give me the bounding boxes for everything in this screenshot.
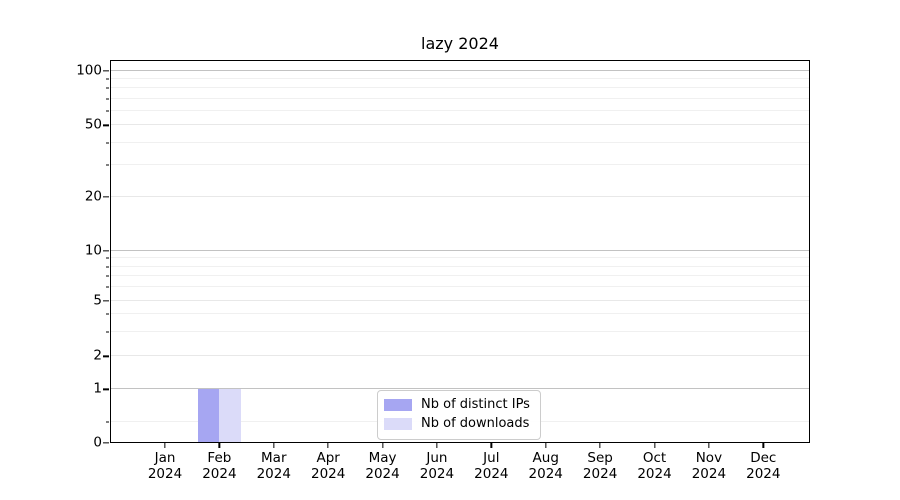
x-tick xyxy=(545,443,547,448)
x-tick-label: Oct 2024 xyxy=(637,450,672,482)
x-tick xyxy=(164,443,166,448)
y-tick xyxy=(103,299,109,302)
y-minor-tick xyxy=(106,110,109,112)
y-tick-label: 10 xyxy=(84,241,102,258)
x-tick xyxy=(218,443,221,448)
legend-label-downloads: Nb of downloads xyxy=(421,416,530,432)
y-tick xyxy=(103,355,109,358)
x-tick xyxy=(490,443,492,448)
y-tick xyxy=(103,442,109,444)
y-minor-tick xyxy=(106,164,109,166)
y-gridline xyxy=(110,69,810,71)
x-tick xyxy=(381,443,384,448)
legend-label-distinct-ips: Nb of distinct IPs xyxy=(421,397,530,412)
y-tick-label: 100 xyxy=(76,61,102,78)
y-minor-tick xyxy=(106,421,109,423)
y-gridline xyxy=(110,195,810,197)
legend-item-downloads: Nb of downloads xyxy=(384,416,530,432)
y-minor-tick xyxy=(106,313,109,315)
y-minor-tick xyxy=(106,331,109,333)
y-tick-label: 2 xyxy=(93,347,102,364)
y-gridline-minor xyxy=(110,257,810,259)
x-tick xyxy=(436,443,438,448)
y-tick xyxy=(103,124,109,126)
y-gridline-minor xyxy=(110,313,810,315)
y-gridline xyxy=(110,355,810,357)
y-minor-tick xyxy=(106,87,109,89)
x-tick-label: Sep 2024 xyxy=(582,450,618,482)
x-tick-label: Feb 2024 xyxy=(202,450,237,482)
x-tick-label: Nov 2024 xyxy=(691,450,727,482)
plot-area xyxy=(110,60,810,443)
y-tick-label: 20 xyxy=(84,187,102,204)
y-minor-tick xyxy=(106,98,109,100)
y-gridline-minor xyxy=(110,265,810,267)
y-minor-tick xyxy=(106,142,109,144)
y-minor-tick xyxy=(106,257,109,259)
y-gridline-minor xyxy=(110,141,810,143)
y-tick xyxy=(103,388,109,391)
y-tick xyxy=(103,195,109,198)
legend-swatch-downloads xyxy=(384,418,412,431)
y-gridline-minor xyxy=(110,87,810,89)
bar-distinct-ips xyxy=(198,389,220,443)
y-gridline-minor xyxy=(110,164,810,166)
x-tick-label: Dec 2024 xyxy=(746,450,781,482)
legend-item-distinct-ips: Nb of distinct IPs xyxy=(384,397,530,412)
x-tick-label: Apr 2024 xyxy=(310,450,346,482)
y-gridline xyxy=(110,388,810,390)
x-tick-label: Jun 2024 xyxy=(419,450,455,482)
y-gridline-minor xyxy=(110,109,810,111)
y-gridline-minor xyxy=(110,286,810,288)
y-tick-label: 50 xyxy=(84,116,102,133)
x-tick xyxy=(653,443,656,448)
y-gridline xyxy=(110,249,810,251)
x-tick xyxy=(762,443,764,448)
y-gridline-minor xyxy=(110,77,810,79)
bar-downloads xyxy=(219,389,241,443)
legend-swatch-distinct-ips xyxy=(384,399,412,412)
x-tick xyxy=(273,443,275,448)
x-tick-label: Aug 2024 xyxy=(528,450,563,482)
x-tick-label: Mar 2024 xyxy=(256,450,291,482)
y-tick-label: 0 xyxy=(93,434,102,451)
x-tick xyxy=(327,443,329,448)
y-gridline-minor xyxy=(110,330,810,332)
x-tick-label: Jan 2024 xyxy=(147,450,183,482)
y-gridline xyxy=(110,299,810,301)
chart-title: lazy 2024 xyxy=(421,34,499,53)
y-tick xyxy=(103,249,109,252)
x-tick-label: Jul 2024 xyxy=(474,450,509,482)
y-minor-tick xyxy=(106,275,109,277)
y-minor-tick xyxy=(106,78,109,80)
x-tick xyxy=(708,443,710,448)
x-tick xyxy=(599,443,601,448)
y-tick-label: 1 xyxy=(93,380,102,397)
x-tick-label: May 2024 xyxy=(365,450,400,482)
y-gridline-minor xyxy=(110,275,810,277)
y-tick-label: 5 xyxy=(93,291,102,308)
y-minor-tick xyxy=(106,286,109,288)
y-tick xyxy=(103,70,109,72)
y-gridline-minor xyxy=(110,97,810,99)
y-minor-tick xyxy=(106,266,109,268)
legend: Nb of distinct IPs Nb of downloads xyxy=(377,390,541,440)
y-gridline xyxy=(110,124,810,126)
